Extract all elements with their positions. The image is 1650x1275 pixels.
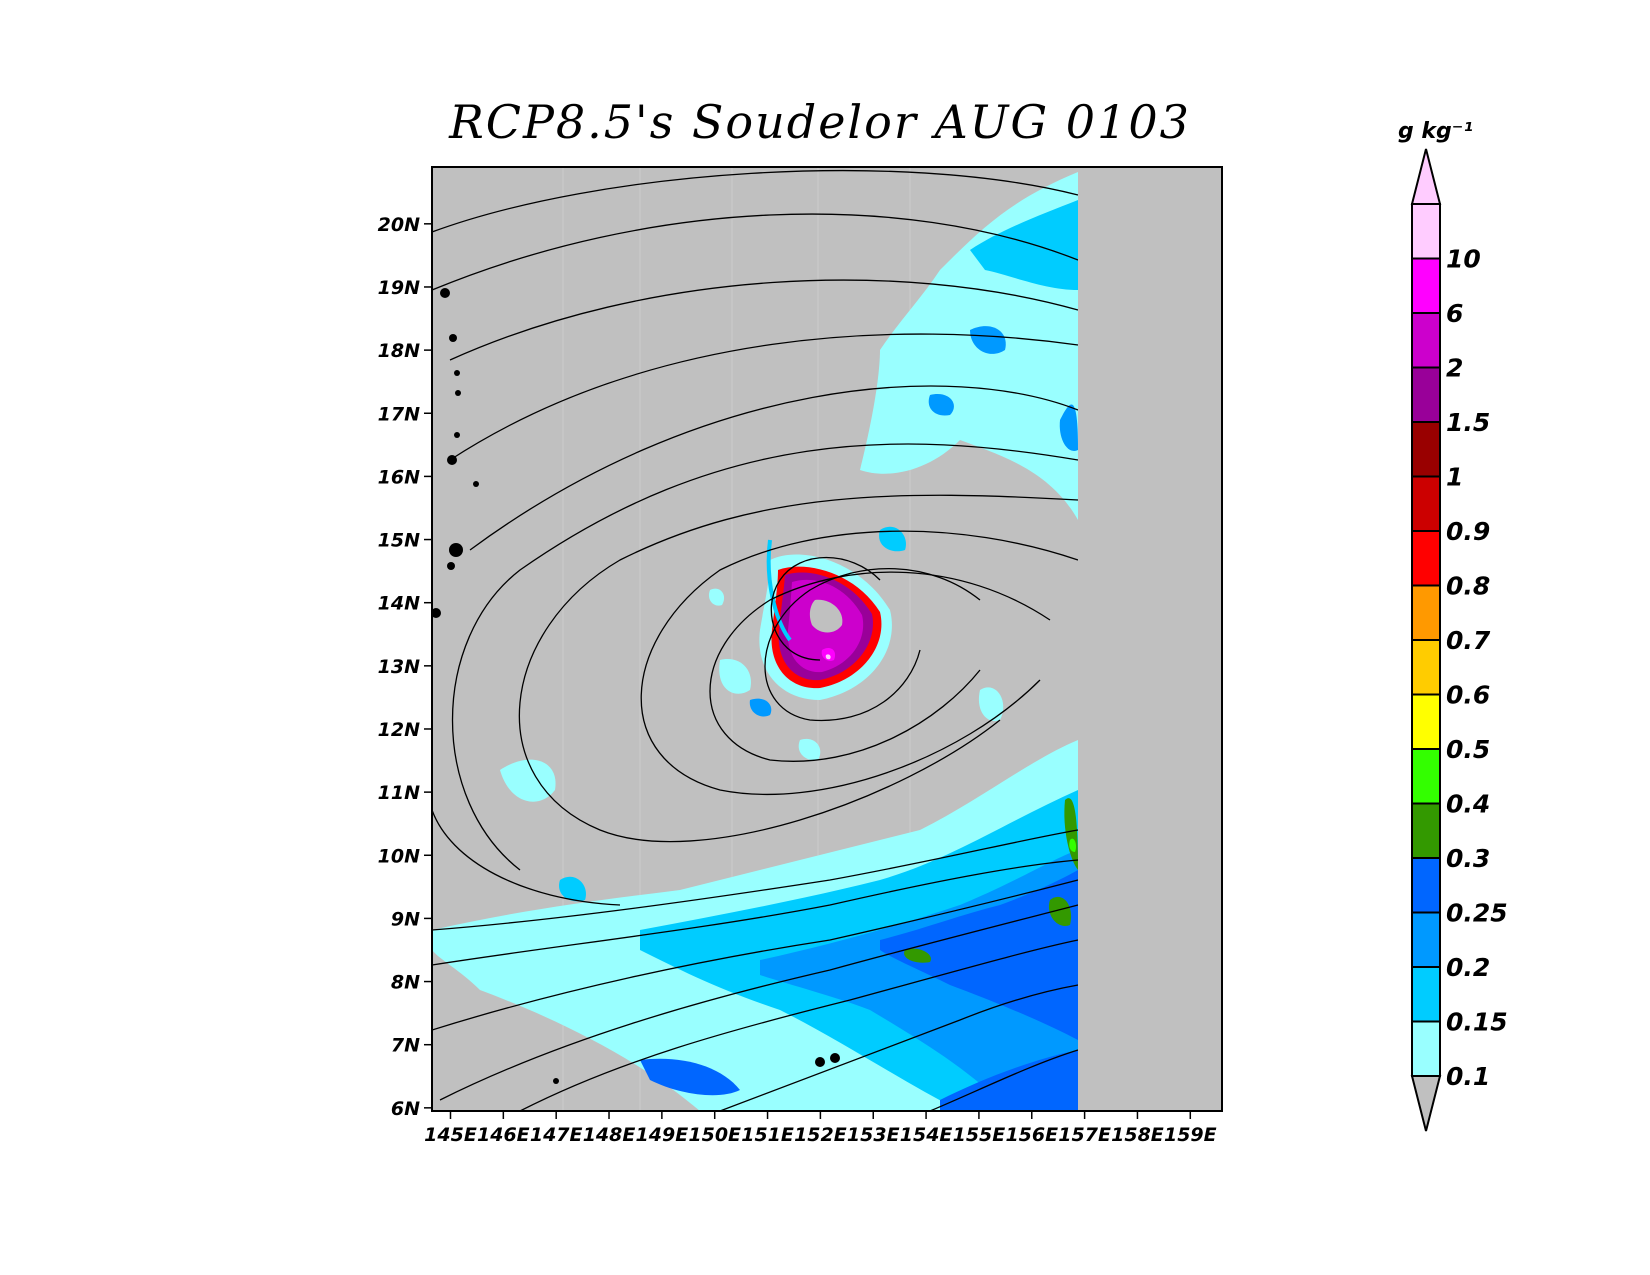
lat-tick-label: 16N bbox=[378, 466, 420, 488]
colorbar-label: 0.1 bbox=[1446, 1062, 1490, 1091]
colorbar-swatch bbox=[1411, 911, 1441, 968]
longitude-axis: 145E 146E 147E 148E 149E 150E 151E 152E 153E 154E… bbox=[424, 1111, 1217, 1146]
lat-tick-label: 19N bbox=[378, 277, 420, 299]
colorbar-swatch bbox=[1411, 203, 1441, 260]
lat-tick-label: 18N bbox=[378, 340, 420, 362]
lon-tick-label: 147E bbox=[530, 1124, 583, 1146]
colorbar-label: 2 bbox=[1446, 354, 1463, 383]
colorbar-swatch bbox=[1411, 584, 1441, 641]
map-title: RCP8.5's Soudelor AUG 0103 bbox=[449, 95, 1191, 149]
plot-frame bbox=[431, 166, 1223, 1112]
lon-tick-label: 158E bbox=[1111, 1124, 1164, 1146]
lon-tick-label: 145E bbox=[424, 1124, 477, 1146]
colorbar-swatch bbox=[1411, 639, 1441, 696]
lat-tick-label: 17N bbox=[378, 403, 420, 425]
colorbar-swatch bbox=[1411, 857, 1441, 914]
typhoon-core bbox=[759, 539, 892, 700]
lat-tick-label: 10N bbox=[378, 845, 420, 867]
islands bbox=[432, 288, 840, 1084]
colorbar-label: 0.6 bbox=[1446, 681, 1490, 710]
colorbar-label: 0.3 bbox=[1446, 844, 1490, 873]
lat-tick-label: 20N bbox=[378, 214, 420, 236]
colorbar-label: 0.7 bbox=[1446, 626, 1491, 655]
lon-tick-label: 149E bbox=[636, 1124, 689, 1146]
colorbar-swatch bbox=[1411, 312, 1441, 369]
colorbar-label: 0.2 bbox=[1446, 953, 1490, 982]
colorbar-unit: g kg⁻¹ bbox=[1398, 119, 1473, 144]
colorbar-swatch bbox=[1411, 802, 1441, 859]
colorbar-label: 6 bbox=[1446, 299, 1463, 328]
colorbar-label: 0.15 bbox=[1446, 1008, 1508, 1037]
latitude-axis: 6N 7N 8N 9N 10N 11N 12N 13N 14N 15N 16N 17N 18N 19N 20… bbox=[378, 214, 432, 1120]
lat-tick-label: 7N bbox=[391, 1035, 420, 1057]
colorbar-swatch bbox=[1411, 966, 1441, 1023]
lon-tick-label: 151E bbox=[741, 1124, 794, 1146]
lat-tick-label: 11N bbox=[378, 782, 420, 804]
lon-tick-label: 148E bbox=[583, 1124, 636, 1146]
colorbar: 0.1 0.15 0.2 0.25 0.3 0.4 0.5 0.6 0.7 0.8 0.9 1 1.5 2… bbox=[1398, 119, 1508, 1132]
colorbar-label: 10 bbox=[1446, 245, 1481, 274]
lon-tick-label: 146E bbox=[477, 1124, 530, 1146]
colorbar-swatch bbox=[1411, 1020, 1441, 1077]
map-layers bbox=[432, 167, 1079, 1111]
lon-tick-label: 157E bbox=[1058, 1124, 1111, 1146]
colorbar-swatch bbox=[1411, 475, 1441, 532]
lon-tick-label: 159E bbox=[1164, 1124, 1217, 1146]
streamlines bbox=[432, 169, 1079, 1111]
cloud-band-northeast bbox=[860, 172, 1078, 552]
lat-tick-label: 13N bbox=[378, 656, 420, 678]
no-data-region bbox=[1078, 167, 1222, 1111]
lat-tick-label: 15N bbox=[378, 530, 420, 552]
colorbar-under-triangle bbox=[1410, 1075, 1442, 1132]
colorbar-label: 0.25 bbox=[1446, 899, 1508, 928]
lat-tick-label: 12N bbox=[378, 719, 420, 741]
colorbar-label: 1.5 bbox=[1446, 408, 1490, 437]
cloud-patches bbox=[708, 588, 1004, 761]
colorbar-label: 0.5 bbox=[1446, 735, 1490, 764]
lat-tick-label: 8N bbox=[391, 972, 420, 994]
lon-tick-label: 150E bbox=[688, 1124, 741, 1146]
colorbar-label: 0.9 bbox=[1446, 517, 1490, 546]
lon-tick-label: 152E bbox=[794, 1124, 847, 1146]
colorbar-swatch bbox=[1411, 257, 1441, 314]
lon-tick-label: 153E bbox=[847, 1124, 900, 1146]
colorbar-swatch bbox=[1411, 530, 1441, 587]
colorbar-label: 0.8 bbox=[1446, 572, 1490, 601]
lon-tick-label: 155E bbox=[953, 1124, 1006, 1146]
lat-tick-label: 14N bbox=[378, 593, 420, 615]
colorbar-label: 0.4 bbox=[1446, 790, 1490, 819]
colorbar-swatch bbox=[1411, 421, 1441, 478]
lon-tick-label: 156E bbox=[1005, 1124, 1058, 1146]
colorbar-swatch bbox=[1411, 693, 1441, 750]
lat-tick-label: 6N bbox=[391, 1098, 420, 1120]
lon-tick-label: 154E bbox=[900, 1124, 953, 1146]
colorbar-swatch bbox=[1411, 748, 1441, 805]
colorbar-over-triangle bbox=[1410, 148, 1442, 205]
colorbar-label: 1 bbox=[1446, 463, 1463, 492]
colorbar-swatch bbox=[1411, 366, 1441, 423]
lat-tick-label: 9N bbox=[391, 908, 420, 930]
